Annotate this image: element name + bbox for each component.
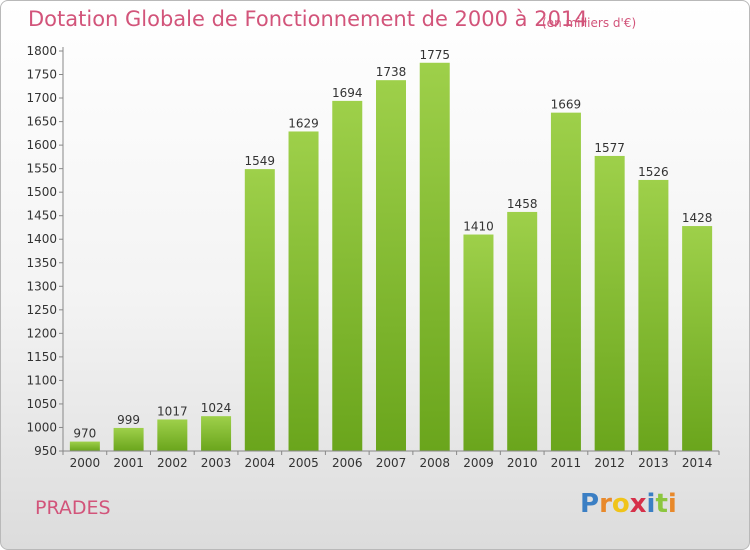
bar-value-label: 999 [117, 413, 140, 427]
x-tick-label: 2001 [113, 456, 144, 470]
bar [113, 427, 144, 451]
bar [332, 100, 363, 451]
logo-letter: r [599, 489, 612, 519]
bar-value-label: 1629 [288, 116, 319, 130]
y-tick-label: 1700 [26, 91, 57, 105]
bar-value-label: 1428 [682, 211, 713, 225]
bar-value-label: 1549 [245, 154, 276, 168]
y-tick-label: 1150 [26, 350, 57, 364]
y-tick-label: 1050 [26, 397, 57, 411]
x-axis: 2000 2001 2002 2003 2004 2005 2006 2007 2008 2009… [62, 450, 720, 470]
y-tick-label: 1550 [26, 162, 57, 176]
bar [157, 419, 188, 451]
x-tick-label: 2014 [682, 456, 713, 470]
bar [550, 112, 581, 451]
bar [463, 234, 494, 451]
y-tick-label: 1750 [26, 68, 57, 82]
bar [638, 179, 669, 452]
bar-value-label: 1694 [332, 86, 363, 100]
logo-letter: x [629, 489, 647, 519]
x-tick-label: 2011 [551, 456, 582, 470]
y-tick-label: 1400 [26, 232, 57, 246]
bar-value-label: 1669 [551, 98, 582, 112]
place-name: PRADES [35, 497, 111, 519]
y-tick-label: 1650 [26, 115, 57, 129]
bar [244, 169, 275, 451]
x-tick-label: 2006 [332, 456, 363, 470]
chart-subtitle: (en milliers d'€) [542, 16, 637, 30]
x-tick-label: 2003 [201, 456, 232, 470]
y-tick-label: 1250 [26, 303, 57, 317]
bar [201, 416, 232, 451]
bar [507, 211, 538, 451]
bar-value-label: 1024 [201, 401, 232, 415]
bar-value-label: 970 [73, 427, 96, 441]
logo-letter: i [646, 489, 656, 519]
bar [376, 80, 406, 452]
bar [288, 131, 319, 451]
y-axis: 950 1000 1050 1100 1150 1200 1250 1300 1350 1400 1… [26, 44, 64, 458]
bar [419, 62, 450, 451]
bar-value-label: 1458 [507, 197, 538, 211]
x-tick-label: 2010 [507, 456, 538, 470]
proxiti-logo: Proxiti [580, 489, 677, 519]
y-tick-label: 950 [34, 444, 57, 458]
x-tick-label: 2000 [70, 456, 101, 470]
bar-value-label: 1775 [419, 48, 450, 62]
chart-title: Dotation Globale de Fonctionnement de 20… [28, 7, 588, 31]
bar [682, 226, 713, 451]
y-tick-label: 1800 [26, 44, 57, 58]
x-tick-label: 2008 [419, 456, 450, 470]
x-tick-label: 2002 [157, 456, 188, 470]
bar-value-label: 1526 [638, 165, 669, 179]
logo-letter: o [611, 489, 630, 519]
x-tick-label: 2007 [376, 456, 407, 470]
y-tick-label: 1600 [26, 138, 57, 152]
logo-letter: i [667, 489, 677, 519]
bar-value-label: 1738 [376, 65, 407, 79]
y-tick-label: 1000 [26, 420, 57, 434]
y-tick-label: 1100 [26, 373, 57, 387]
x-tick-label: 2004 [245, 456, 276, 470]
logo-letter: t [655, 489, 668, 519]
y-tick-label: 1200 [26, 326, 57, 340]
x-tick-label: 2009 [463, 456, 494, 470]
bar [594, 155, 625, 452]
x-tick-label: 2005 [288, 456, 319, 470]
x-tick-label: 2012 [594, 456, 625, 470]
y-tick-label: 1300 [26, 279, 57, 293]
y-tick-label: 1500 [26, 185, 57, 199]
y-tick-label: 1450 [26, 209, 57, 223]
bar-value-label: 1017 [157, 404, 188, 418]
bar-value-label: 1577 [594, 141, 625, 155]
bar-value-label: 1410 [463, 220, 494, 234]
x-tick-label: 2013 [638, 456, 669, 470]
logo-letter: P [580, 489, 600, 519]
bars-group: 970 999 1017 1024 1549 1629 1694 1738 1775 1410 14… [69, 48, 713, 452]
y-tick-label: 1350 [26, 256, 57, 270]
bar [69, 441, 100, 451]
